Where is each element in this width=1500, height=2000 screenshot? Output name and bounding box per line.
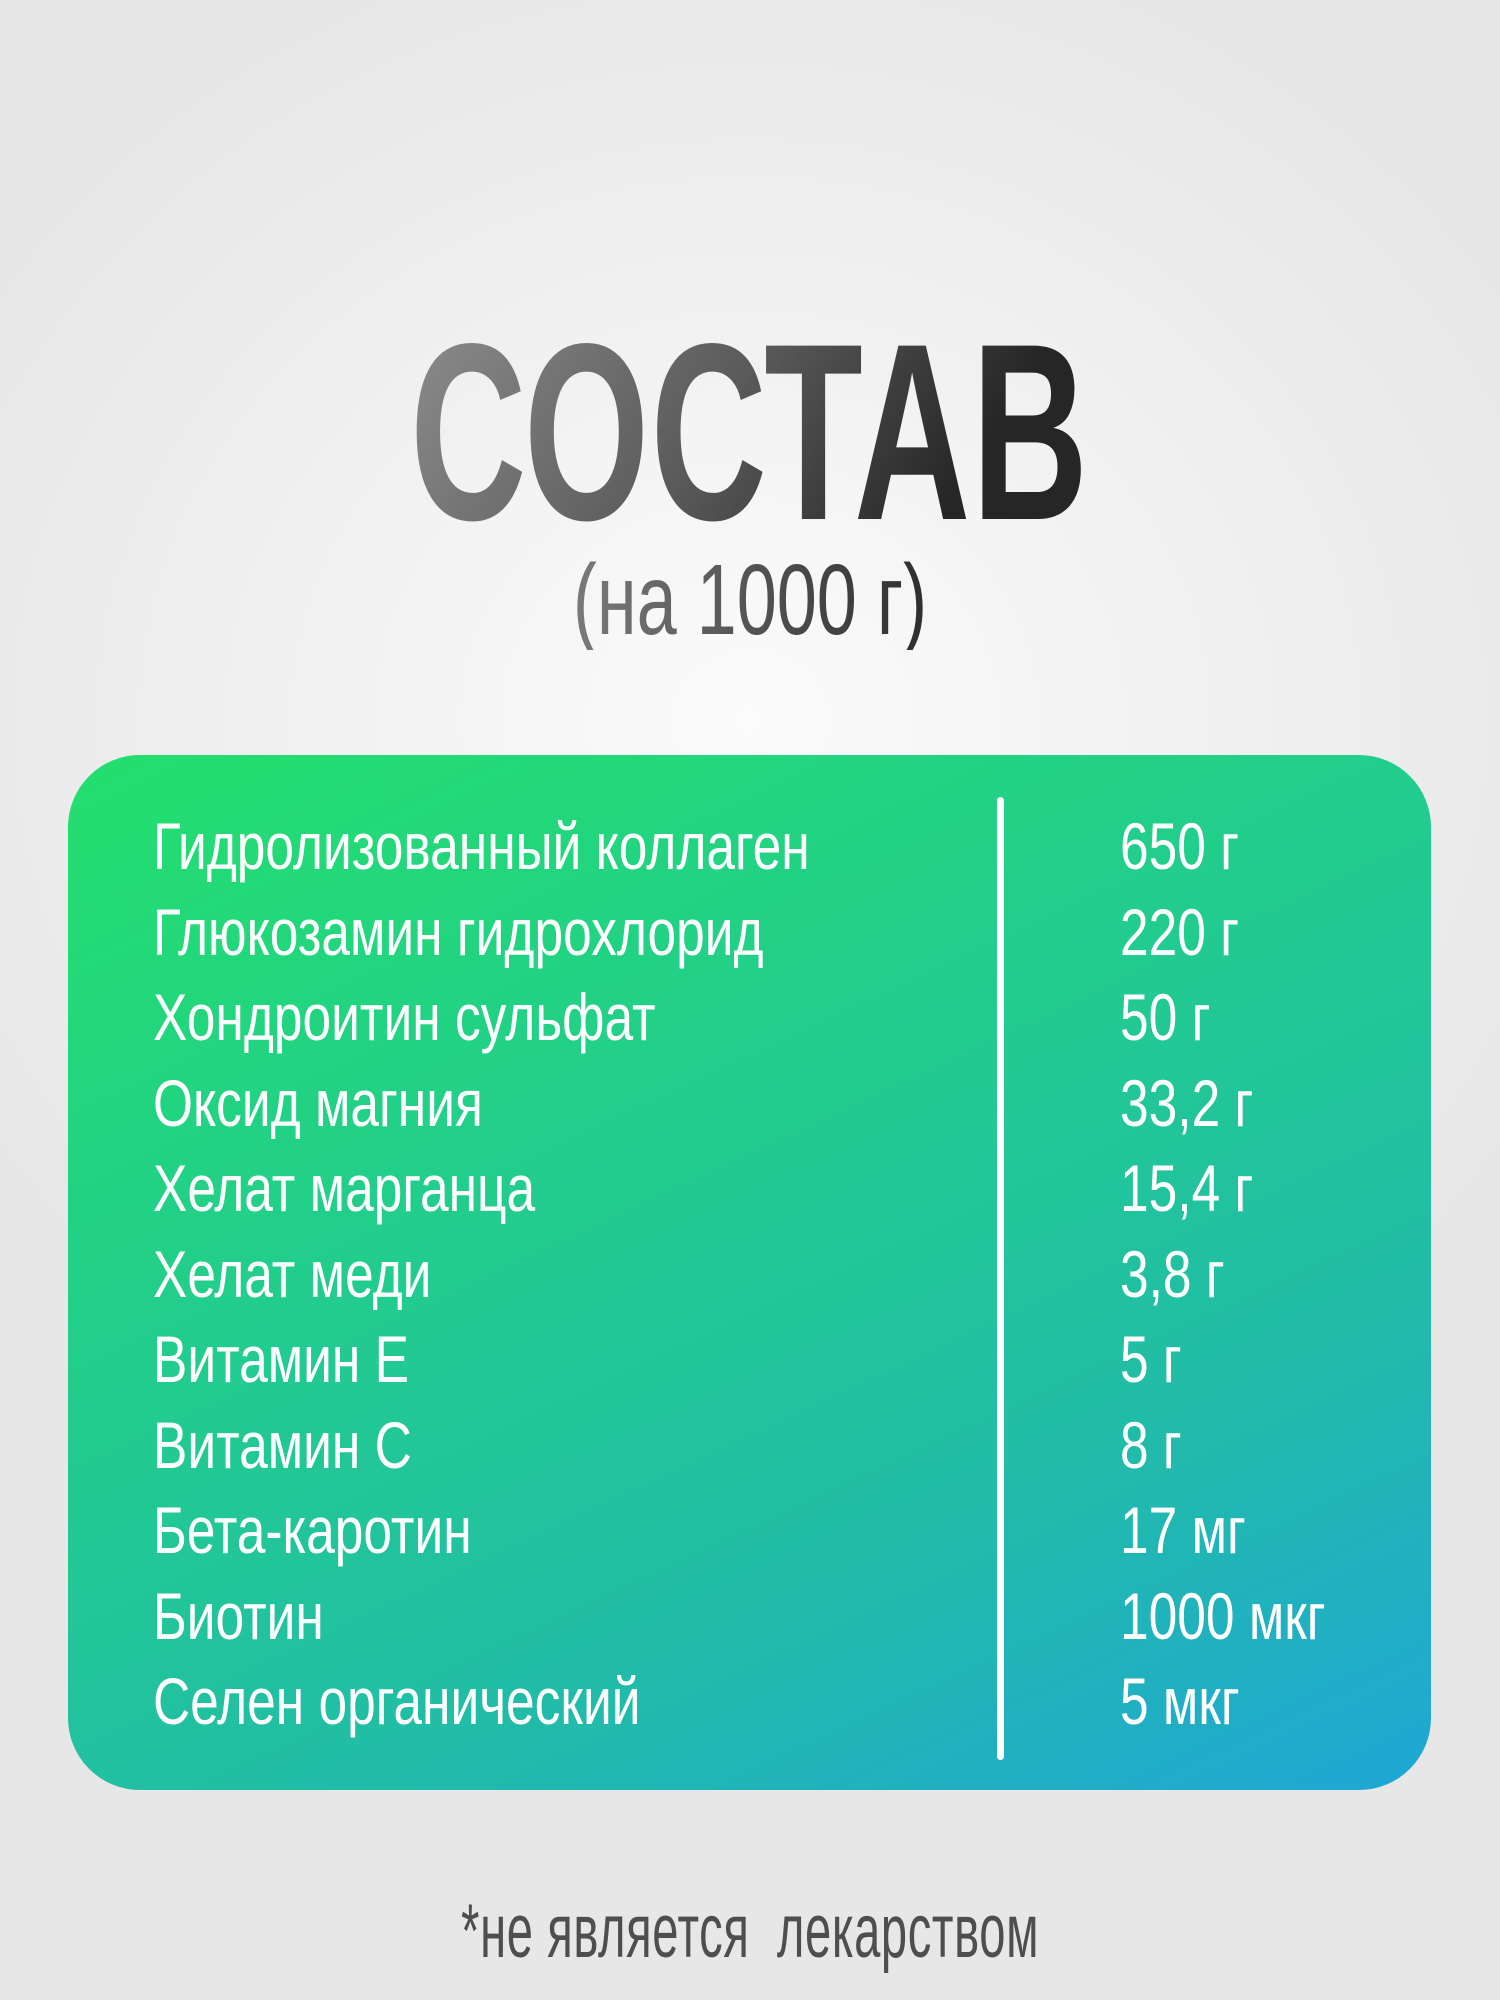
ingredient-amount: 33,2 г [1120, 1065, 1254, 1140]
ingredient-row: Бета-каротин 17 мг [68, 1491, 1431, 1569]
ingredient-amount: 8 г [1120, 1407, 1182, 1482]
ingredient-row: Гидролизованный коллаген 650 г [68, 807, 1431, 885]
ingredient-name: Бета-каротин [153, 1493, 472, 1567]
ingredient-amount: 50 г [1120, 980, 1211, 1054]
ingredient-name: Хелат меди [153, 1236, 432, 1311]
ingredient-row: Глюкозамин гидрохлорид 220 г [68, 893, 1431, 971]
column-divider [997, 797, 1004, 1760]
ingredient-name: Гидролизованный коллаген [153, 809, 810, 883]
ingredient-amount: 3,8 г [1120, 1236, 1225, 1311]
ingredient-amount: 1000 мкг [1120, 1578, 1326, 1653]
ingredient-name: Оксид магния [153, 1065, 483, 1140]
ingredient-name: Витамин Е [153, 1322, 409, 1396]
footer-note-text: *не является лекарством [461, 1889, 1039, 1974]
ingredient-amount: 5 г [1120, 1322, 1182, 1396]
ingredient-name: Биотин [153, 1578, 324, 1653]
ingredient-row: Хондроитин сульфат 50 г [68, 978, 1431, 1056]
ingredient-amount: 650 г [1120, 809, 1239, 883]
ingredient-row: Витамин С 8 г [68, 1406, 1431, 1484]
ingredient-name: Хелат марганца [153, 1151, 536, 1225]
ingredient-name: Селен органический [153, 1664, 641, 1738]
ingredient-amount: 5 мкг [1120, 1664, 1240, 1738]
page-title: СОСТАВ [0, 292, 1500, 573]
ingredient-amount: 17 мг [1120, 1493, 1246, 1567]
ingredient-row: Хелат меди 3,8 г [68, 1235, 1431, 1313]
page-subtitle: (на 1000 г) [0, 550, 1500, 650]
ingredient-row: Витамин Е 5 г [68, 1320, 1431, 1398]
ingredient-name: Витамин С [153, 1407, 412, 1482]
ingredient-amount: 15,4 г [1120, 1151, 1254, 1225]
ingredients-card: Гидролизованный коллаген 650 г Глюкозамин … [68, 755, 1431, 1790]
ingredient-amount: 220 г [1120, 894, 1239, 969]
ingredient-name: Глюкозамин гидрохлорид [153, 894, 764, 969]
title-text: СОСТАВ [410, 292, 1090, 573]
ingredient-row: Хелат марганца 15,4 г [68, 1149, 1431, 1227]
ingredient-row: Оксид магния 33,2 г [68, 1064, 1431, 1142]
footer-note: *не является лекарством [0, 1890, 1500, 1974]
ingredient-row: Селен органический 5 мкг [68, 1662, 1431, 1740]
ingredient-name: Хондроитин сульфат [153, 980, 656, 1054]
subtitle-text: (на 1000 г) [572, 544, 928, 656]
ingredient-row: Биотин 1000 мкг [68, 1577, 1431, 1655]
